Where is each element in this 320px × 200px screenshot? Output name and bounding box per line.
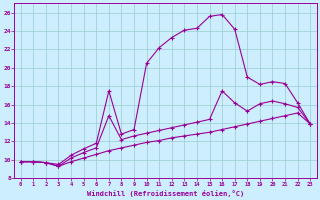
X-axis label: Windchill (Refroidissement éolien,°C): Windchill (Refroidissement éolien,°C)	[87, 190, 244, 197]
